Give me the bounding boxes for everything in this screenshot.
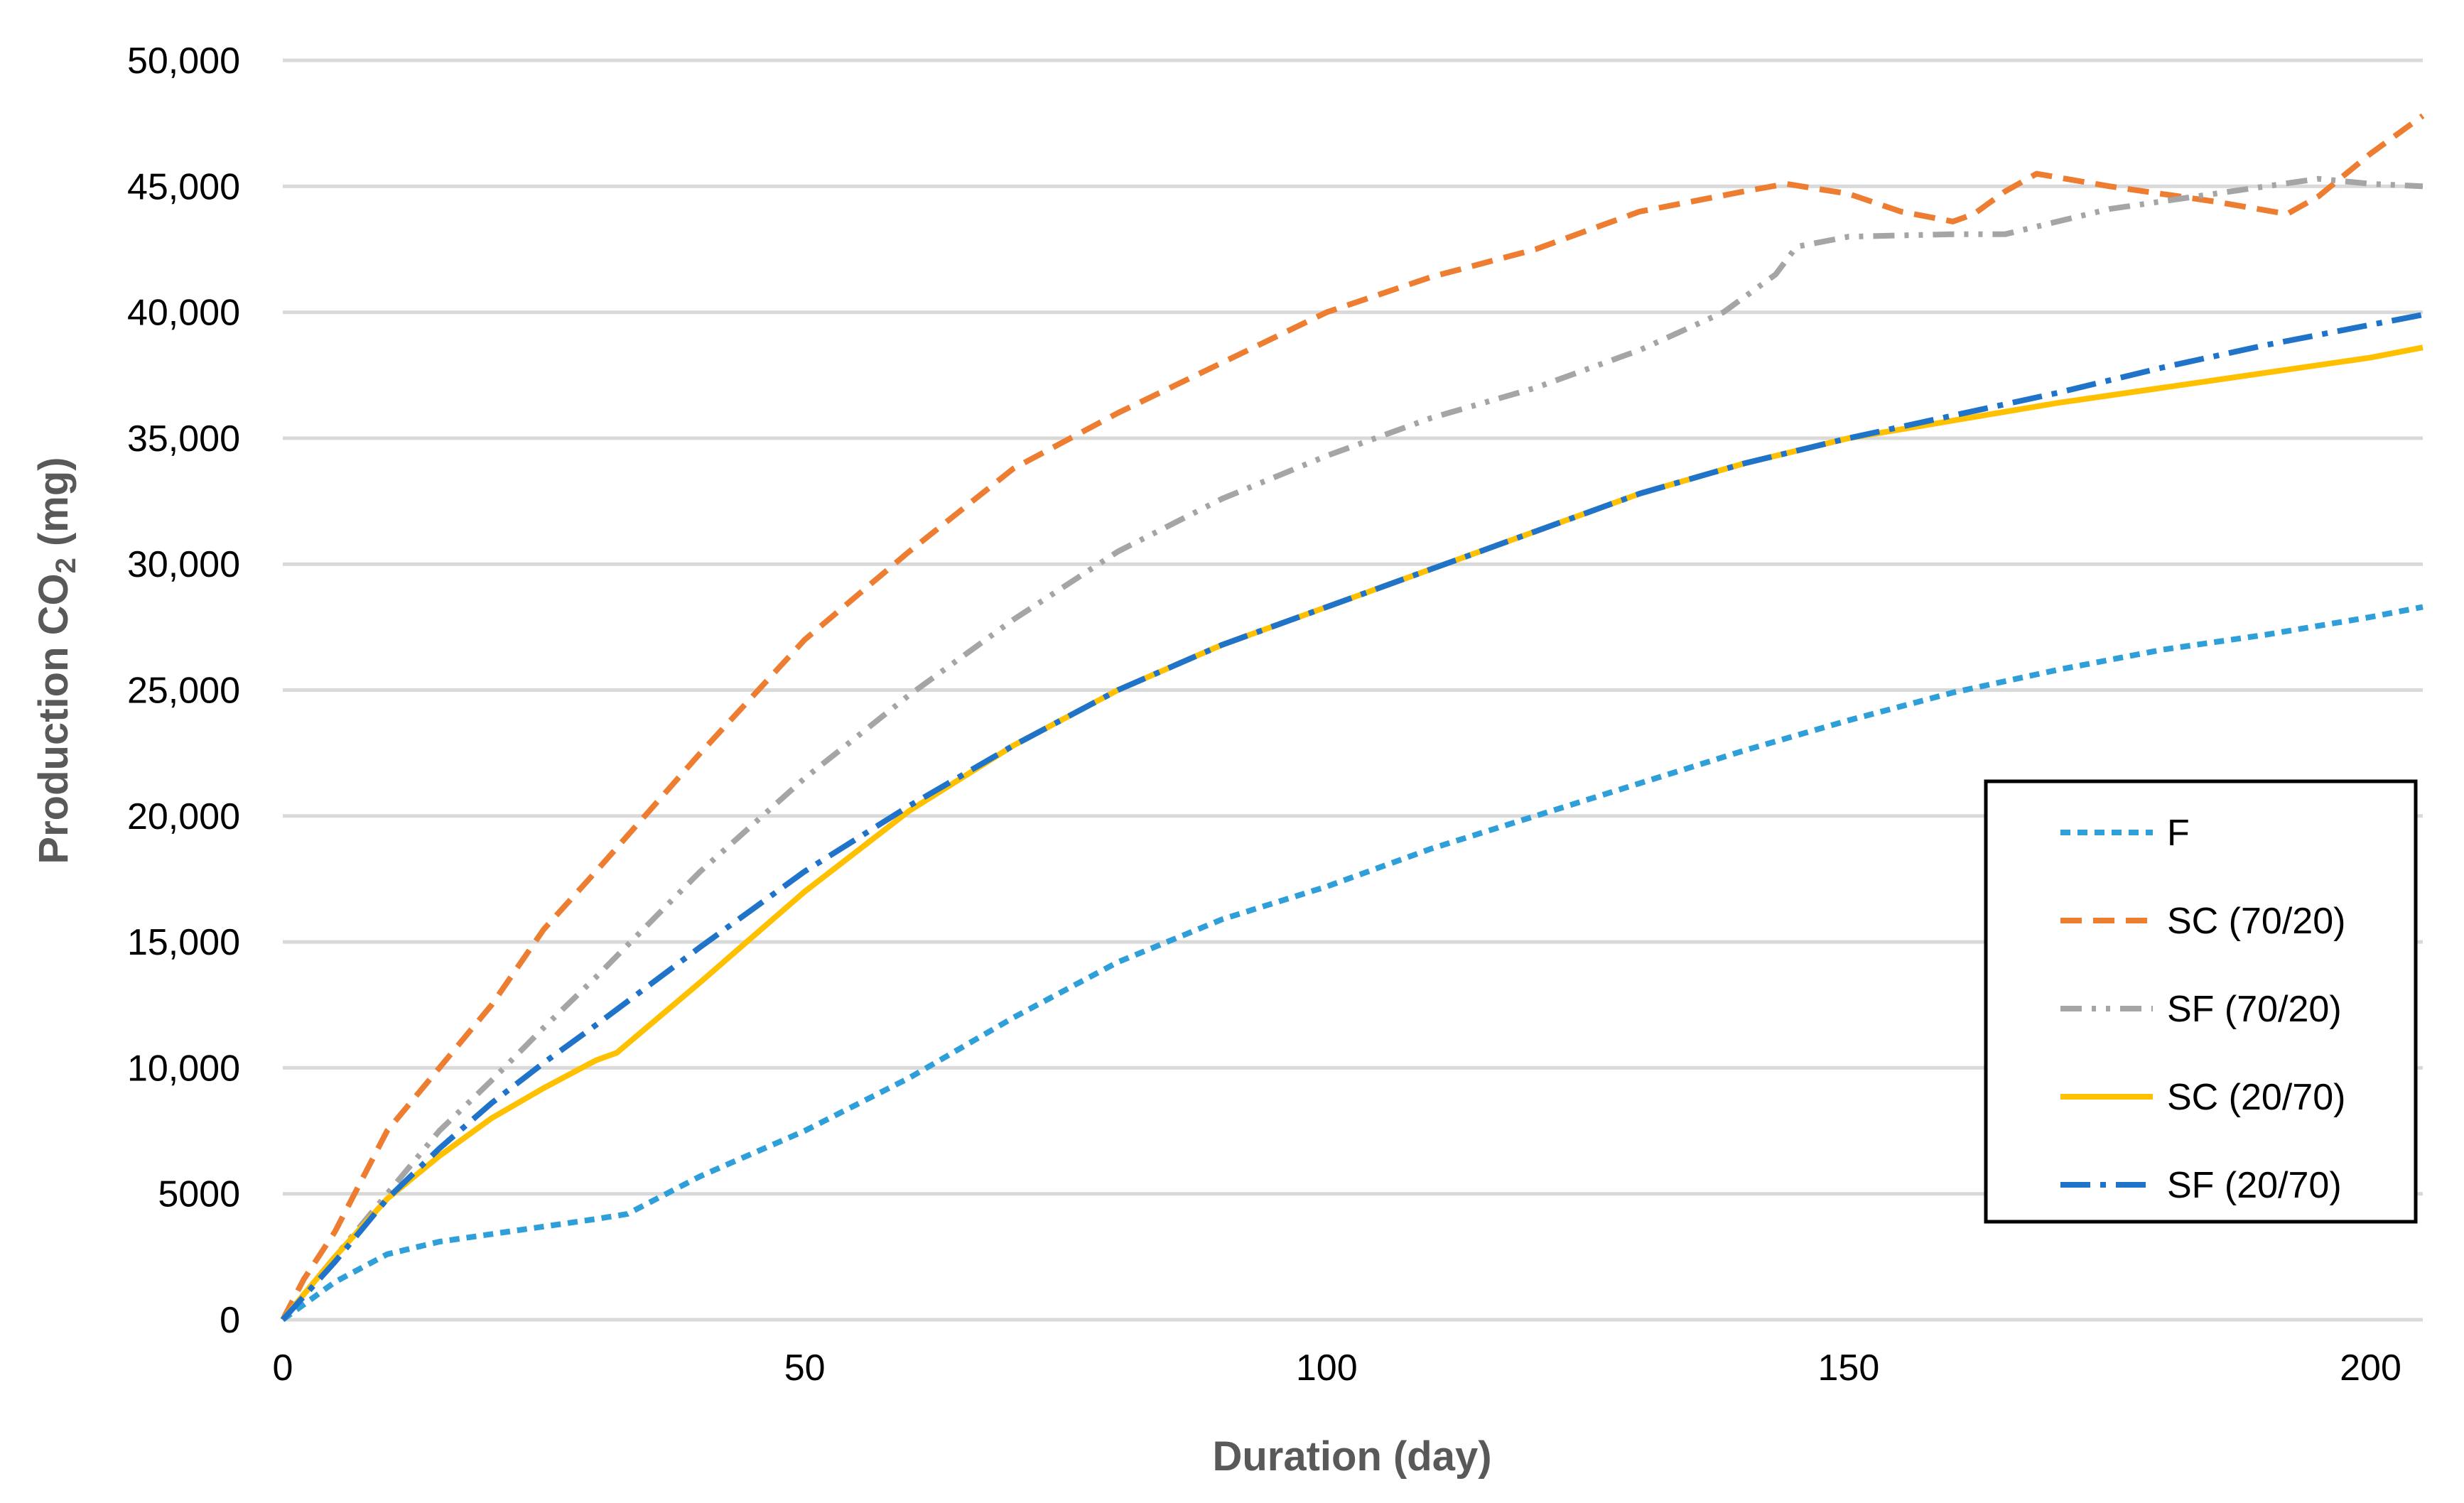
legend-label-sf-70-20: SF (70/20) xyxy=(2167,989,2342,1030)
legend-label-f: F xyxy=(2167,813,2190,854)
series-lines xyxy=(280,113,2425,1323)
y-axis-title-unit: (mg) xyxy=(31,457,77,558)
y-tick-label: 5000 xyxy=(158,1174,240,1215)
x-tick-label: 50 xyxy=(784,1347,826,1389)
x-tick-label: 150 xyxy=(1818,1347,1880,1389)
y-tick-label: 50,000 xyxy=(127,40,240,82)
tick-labels: 0 5000 10,000 15,000 20,000 25,000 30,000 35,00… xyxy=(127,40,2401,1389)
legend-label-sc-20-70: SC (20/70) xyxy=(2167,1077,2345,1118)
y-tick-label: 10,000 xyxy=(127,1048,240,1089)
series-line-sc-70-20 xyxy=(280,113,2425,1321)
x-tick-label: 0 xyxy=(273,1347,293,1389)
y-tick-label: 20,000 xyxy=(127,796,240,837)
y-tick-label: 15,000 xyxy=(127,922,240,963)
series-line-sf-70-20 xyxy=(280,175,2424,1322)
legend: F SC (70/20) SF (70/20) SC (20/70) SF (20/70… xyxy=(1984,779,2418,1224)
y-tick-label: 25,000 xyxy=(127,671,240,712)
legend-label-sf-20-70: SF (20/70) xyxy=(2167,1165,2342,1206)
x-axis-title: Duration (day) xyxy=(1212,1433,1491,1480)
y-axis-title-subscript: 2 xyxy=(50,558,82,573)
x-tick-label: 100 xyxy=(1296,1347,1358,1389)
y-tick-label: 35,000 xyxy=(127,418,240,460)
series-line-f xyxy=(281,604,2424,1323)
x-tick-label: 200 xyxy=(2340,1347,2401,1389)
legend-box xyxy=(1984,779,2418,1224)
y-tick-label: 45,000 xyxy=(127,166,240,207)
legend-label-sc-70-20: SC (70/20) xyxy=(2167,901,2345,942)
y-tick-label: 0 xyxy=(220,1300,240,1341)
y-axis-title-main: Production CO xyxy=(31,573,77,864)
y-tick-label: 30,000 xyxy=(127,544,240,585)
y-axis-title: Production CO2 (mg) xyxy=(31,457,82,864)
gridlines xyxy=(283,58,2423,1196)
y-tick-label: 40,000 xyxy=(127,293,240,334)
series-line-sf-20-70 xyxy=(281,312,2424,1322)
